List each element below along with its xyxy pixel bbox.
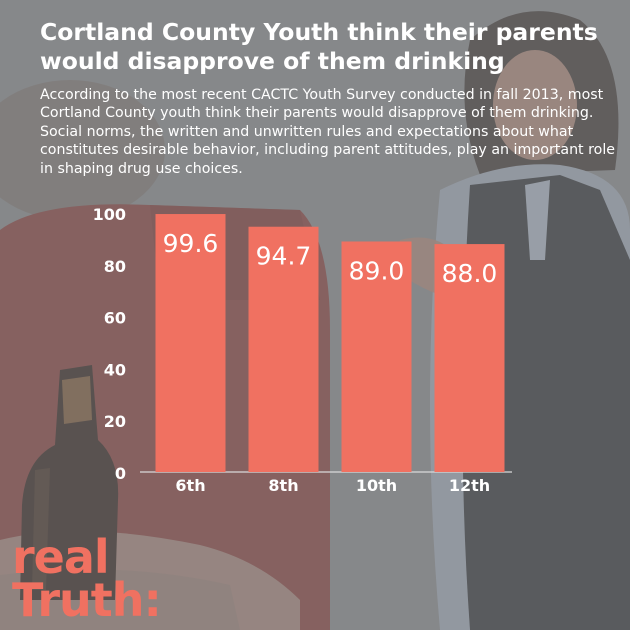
x-tick-label: 8th	[268, 476, 298, 495]
bar-6th	[155, 214, 226, 472]
bar-value-label: 99.6	[163, 229, 219, 258]
x-tick-label: 6th	[175, 476, 205, 495]
bar-12th	[434, 244, 505, 472]
y-axis: 0 20 40 60 80 100	[93, 205, 126, 483]
y-tick-label: 100	[93, 205, 126, 224]
brand-logo: real Truth:	[12, 530, 162, 627]
y-tick-label: 80	[104, 257, 126, 276]
brand-line-2: Truth:	[12, 573, 162, 627]
x-tick-label: 12th	[449, 476, 490, 495]
brand-line-1: real	[12, 530, 110, 584]
x-tick-label: 10th	[356, 476, 397, 495]
y-tick-label: 20	[104, 412, 126, 431]
page-subtitle: According to the most recent CACTC Youth…	[40, 87, 616, 177]
bar-value-label: 94.7	[256, 242, 312, 271]
x-axis: 6th 8th 10th 12th	[175, 476, 490, 495]
bar-8th	[248, 226, 319, 472]
bar-10th	[341, 241, 412, 472]
bars-group: 99.6 94.7 89.0 88.0	[155, 214, 505, 472]
bar-value-label: 89.0	[349, 256, 405, 285]
y-tick-label: 60	[104, 309, 126, 328]
bar-value-label: 88.0	[442, 259, 498, 288]
y-tick-label: 40	[104, 360, 126, 379]
y-tick-label: 0	[115, 464, 126, 483]
page-title: Cortland County Youth think their parent…	[40, 18, 598, 75]
